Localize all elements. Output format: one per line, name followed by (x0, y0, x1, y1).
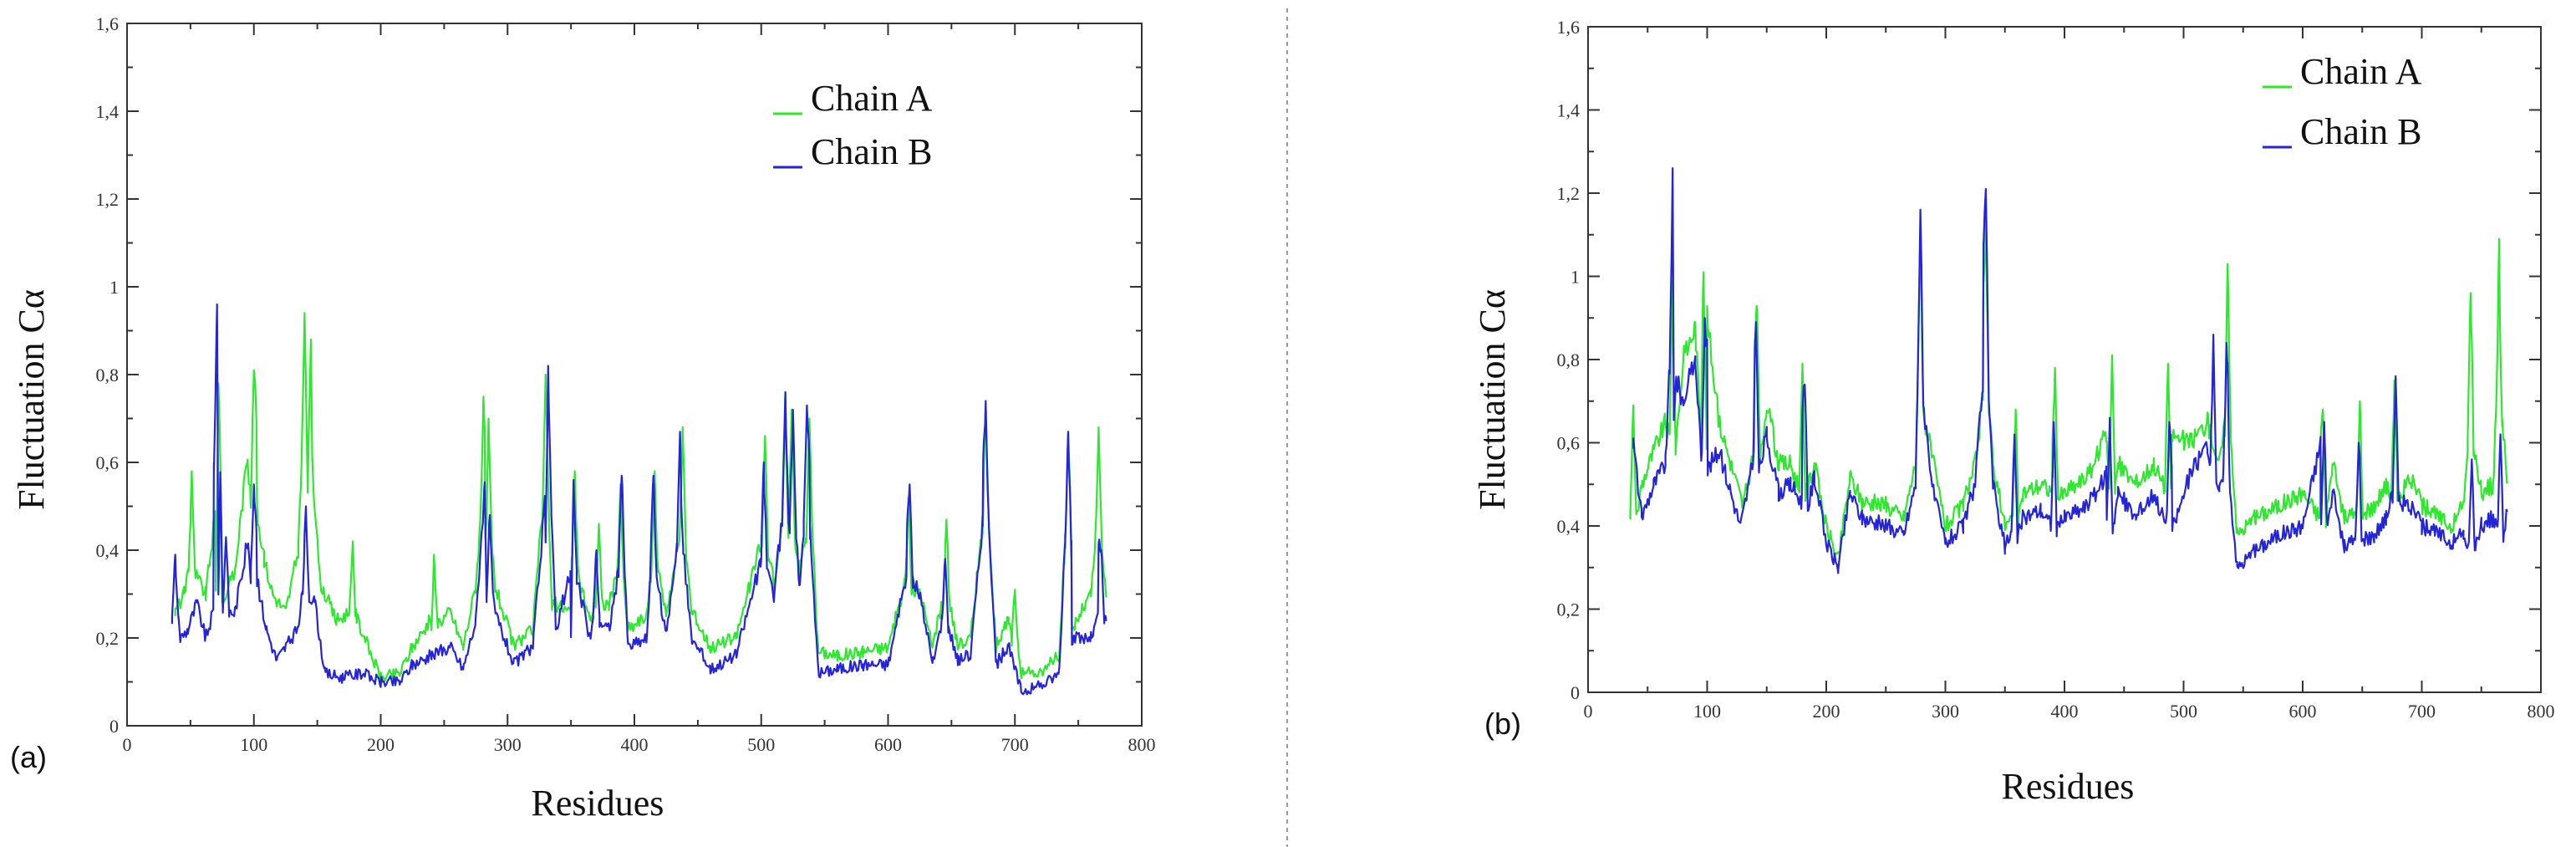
y-tick-label: 1,6 (96, 13, 120, 34)
y-axis-title: Fluctuation Cα (1472, 289, 1513, 510)
x-tick-label: 0 (1584, 701, 1593, 722)
legend-label: Chain B (2300, 111, 2421, 152)
x-tick-label: 400 (621, 734, 649, 755)
y-tick-label: 1,2 (1557, 183, 1581, 204)
x-tick-label: 600 (874, 734, 902, 755)
y-tick-label: 0 (109, 716, 119, 737)
y-tick-label: 0,2 (96, 628, 120, 649)
panel-label: (a) (10, 740, 47, 774)
x-axis-title: Residues (532, 783, 664, 824)
series-line-chain-a (1629, 217, 2509, 555)
y-tick-label: 0,2 (1557, 600, 1581, 620)
x-tick-label: 300 (1932, 701, 1959, 722)
y-tick-label: 1,2 (96, 189, 120, 210)
y-tick-label: 0,6 (1557, 433, 1581, 454)
panel-label: (b) (1484, 707, 1521, 741)
legend-label: Chain A (811, 78, 933, 119)
x-tick-label: 500 (747, 734, 775, 755)
y-tick-label: 0,4 (1557, 516, 1581, 537)
y-tick-label: 0,6 (96, 452, 120, 473)
series-line-chain-b (171, 303, 1107, 696)
y-tick-label: 1 (109, 277, 119, 298)
x-tick-label: 400 (2051, 701, 2079, 722)
y-tick-label: 0 (1571, 682, 1580, 703)
panel-b: Fluctuation Cα Residues (b) 0 100 200 300 40… (1472, 17, 2555, 807)
y-tick-label: 0,8 (96, 365, 120, 385)
x-tick-label: 0 (123, 734, 132, 755)
x-tick-label: 800 (2528, 701, 2555, 722)
x-tick-label: 200 (367, 734, 395, 755)
series-line-chain-b (1632, 167, 2509, 574)
plot-frame (126, 23, 1143, 727)
y-tick-label: 1,4 (96, 101, 120, 122)
y-tick-label: 0,4 (96, 540, 120, 561)
x-tick-label: 700 (1001, 734, 1029, 755)
y-axis-title: Fluctuation Cα (11, 289, 52, 510)
panel-a: Fluctuation Cα Residues (a) 0 100 200 300 40… (10, 13, 1156, 824)
y-tick-label: 1 (1571, 267, 1580, 288)
legend-label: Chain A (2300, 51, 2422, 92)
x-tick-label: 500 (2170, 701, 2197, 722)
x-tick-label: 200 (1813, 701, 1840, 722)
x-tick-label: 100 (1693, 701, 1721, 722)
x-tick-label: 700 (2408, 701, 2436, 722)
x-tick-label: 800 (1128, 734, 1156, 755)
x-tick-label: 600 (2289, 701, 2317, 722)
series-line-chain-a (174, 312, 1107, 684)
y-tick-label: 1,4 (1557, 100, 1581, 121)
legend-label: Chain B (811, 131, 932, 172)
y-tick-label: 1,6 (1557, 17, 1581, 38)
x-tick-label: 100 (240, 734, 267, 755)
x-tick-label: 300 (494, 734, 522, 755)
x-axis-title: Residues (2002, 766, 2135, 807)
y-tick-label: 0,8 (1557, 350, 1581, 370)
